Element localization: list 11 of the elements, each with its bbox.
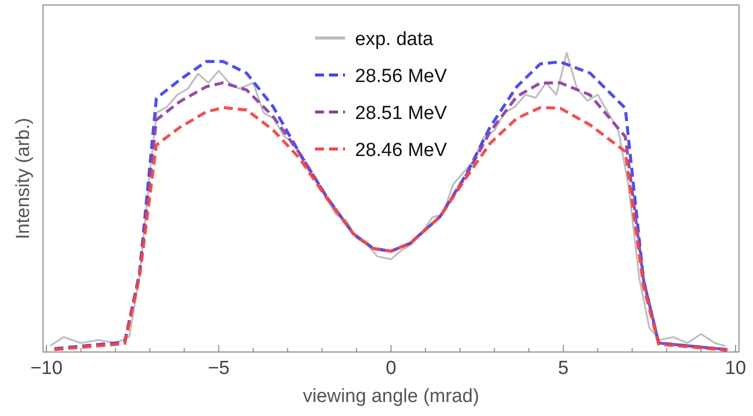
x-tick-label: −5 [208,358,230,379]
legend-label: 28.46 MeV [355,140,448,161]
y-axis-title: Intensity (arb.) [13,118,34,240]
x-axis-title: viewing angle (mrad) [302,386,480,407]
x-tick-label: 5 [558,358,569,379]
x-tick-label: 0 [386,358,396,379]
x-tick-label: 10 [724,358,746,379]
legend-label: 28.51 MeV [355,103,448,124]
legend-label: exp. data [355,29,434,50]
x-tick-label: −10 [30,358,63,379]
legend-label: 28.56 MeV [355,66,448,87]
